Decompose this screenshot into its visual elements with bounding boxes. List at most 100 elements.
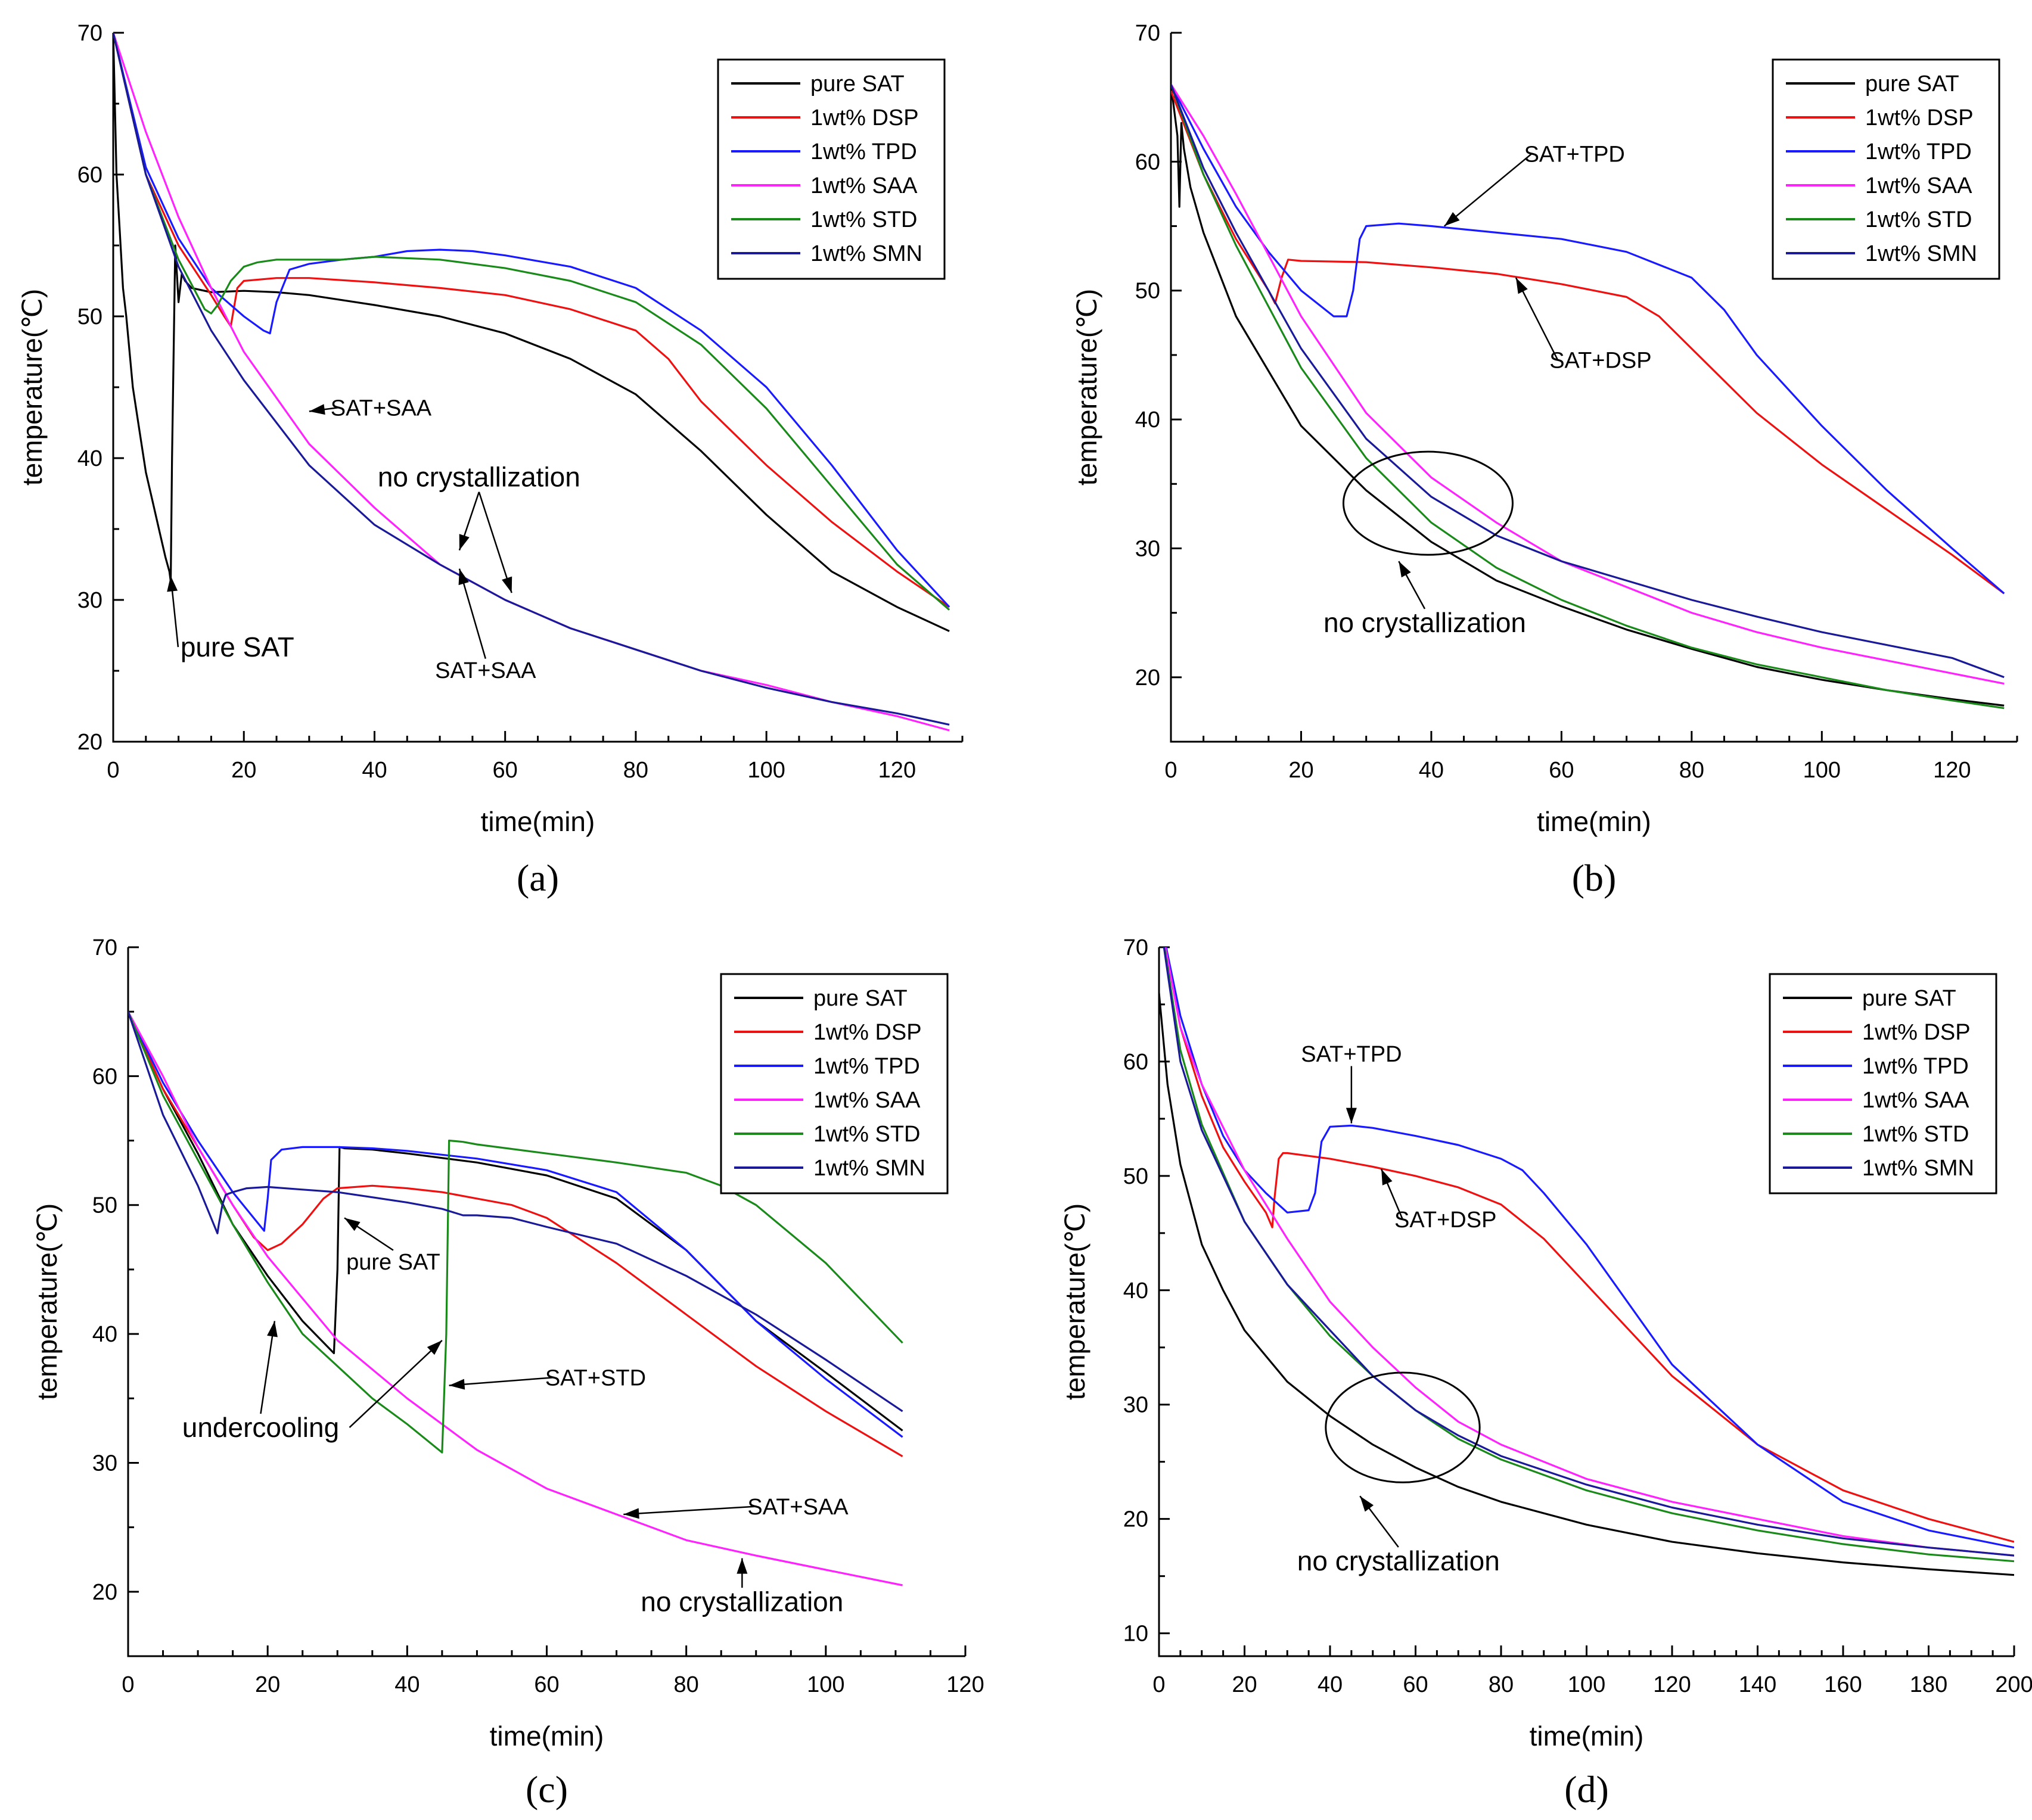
series-line-1wt-smn [1171,83,2005,679]
x-axis-label: time(min) [1537,806,1651,837]
annotation-label: SAT+SAA [747,1495,849,1520]
y-tick-label: 40 [77,446,102,471]
y-tick-label: 40 [1123,1278,1148,1303]
x-tick-label: 20 [255,1672,280,1697]
x-tick-label: 20 [1288,758,1313,783]
annotation-arrowhead [1515,278,1528,294]
legend-entry: 1wt% SMN [810,241,922,266]
x-tick-label: 0 [107,758,119,783]
series-line-1wt-saa [128,1011,903,1586]
x-tick-label: 100 [747,758,785,783]
annotation-arrow [458,568,487,659]
legend-entry: 1wt% SMN [813,1156,925,1181]
annotation-arrowhead [623,1508,639,1519]
annotation-label: no crystallization [378,462,580,493]
y-axis-label: temperature(℃) [32,1203,63,1400]
legend-entry: 1wt% TPD [810,139,917,164]
annotation-label: SAT+TPD [1524,142,1625,167]
x-axis-label: time(min) [490,1721,604,1751]
series-line-1wt-smn [128,1011,903,1413]
annotation-arrow [478,491,512,593]
y-tick-label: 30 [77,588,102,613]
series-line-1wt-saa [1164,947,2014,1557]
legend-entry: 1wt% STD [1865,207,1972,232]
legend-entry: 1wt% DSP [810,105,919,130]
annotation-arrowhead [1381,1169,1393,1186]
legend-box [720,973,949,1194]
legend: pure SAT 1wt% DSP 1wt% TPD 1wt% SAA 1wt% STD… [1769,973,1997,1194]
y-tick-label: 50 [1123,1164,1148,1189]
legend-entry: 1wt% STD [1862,1122,1969,1147]
x-tick-label: 40 [362,758,387,783]
panel-d: 0 20 40 60 80 100 120 140 160 180 200 10 20 30 40 50 60 7… [1060,935,2032,1810]
annotation-label: SAT+TPD [1301,1042,1402,1067]
series-group [128,1011,903,1586]
x-tick-label: 60 [1549,758,1574,783]
y-axis-label: temperature(℃) [1071,289,1102,486]
x-tick-label: 120 [946,1672,984,1697]
legend-entry: 1wt% SAA [810,173,918,198]
panel-label: (b) [1572,857,1617,899]
legend-entry: 1wt% SMN [1865,241,1977,266]
x-tick-label: 80 [674,1672,699,1697]
x-tick-label: 80 [1489,1672,1514,1697]
annotation-arrow [623,1505,756,1516]
panel-b: 0 20 40 60 80 100 120 20 30 40 50 60 70 time(min) temp… [1071,21,2018,899]
series-line-1wt-dsp [113,33,950,608]
annotation-arrowhead [737,1558,748,1574]
annotation-arrowhead [502,576,512,593]
series-group [1171,83,2005,710]
highlight-ellipse [1325,1371,1481,1483]
series-line-1wt-std [1163,947,2014,1563]
y-tick-label: 70 [77,21,102,46]
y-tick-label: 60 [77,163,102,188]
y-axis-label: temperature(℃) [17,289,48,486]
x-tick-label: 40 [394,1672,420,1697]
y-tick-label: 20 [92,1580,117,1605]
annotation-label: SAT+STD [545,1366,646,1391]
annotation-arrow [349,1339,443,1428]
series-line-1wt-tpd [1171,83,2005,595]
series-line-1wt-smn [113,33,950,726]
y-tick-label: 70 [92,935,117,960]
x-tick-label: 100 [1803,758,1841,783]
annotation-arrowhead [458,568,469,586]
legend-entry: pure SAT [1865,71,1959,97]
annotation-arrowhead [309,404,325,415]
y-tick-label: 20 [77,730,102,755]
x-tick-label: 180 [1910,1672,1947,1697]
x-tick-label: 60 [534,1672,559,1697]
annotation-arrow [1443,153,1533,227]
x-tick-label: 100 [1568,1672,1605,1697]
legend-box [717,58,946,280]
y-tick-label: 20 [1135,665,1160,690]
annotation-arrowhead [1346,1107,1357,1124]
legend-box [1769,973,1997,1194]
series-line-1wt-std [113,33,950,611]
legend-entry: 1wt% DSP [813,1020,922,1045]
annotation-label: no crystallization [1323,607,1526,638]
legend-entry: 1wt% TPD [813,1054,920,1079]
annotation-arrow [449,1377,553,1386]
x-tick-label: 120 [1653,1672,1691,1697]
legend-entry: pure SAT [813,986,908,1011]
legend-entry: 1wt% STD [813,1122,920,1147]
annotation-arrowhead [1360,1496,1374,1512]
legend-entry: 1wt% SAA [813,1088,921,1113]
panel-label: (d) [1564,1768,1609,1810]
x-tick-label: 100 [807,1672,844,1697]
series-group [113,33,950,732]
x-tick-label: 0 [1164,758,1177,783]
y-tick-label: 70 [1135,21,1160,46]
x-tick-label: 80 [623,758,648,783]
x-tick-label: 140 [1739,1672,1776,1697]
panel-label: (a) [517,857,559,899]
x-tick-label: 0 [1152,1672,1165,1697]
annotation-arrowhead [344,1218,361,1231]
legend-entry: 1wt% TPD [1862,1054,1969,1079]
legend-entry: pure SAT [810,71,905,97]
annotation-label: pure SAT [346,1250,440,1275]
annotation-arrowhead [449,1379,465,1390]
legend-entry: 1wt% DSP [1862,1020,1971,1045]
